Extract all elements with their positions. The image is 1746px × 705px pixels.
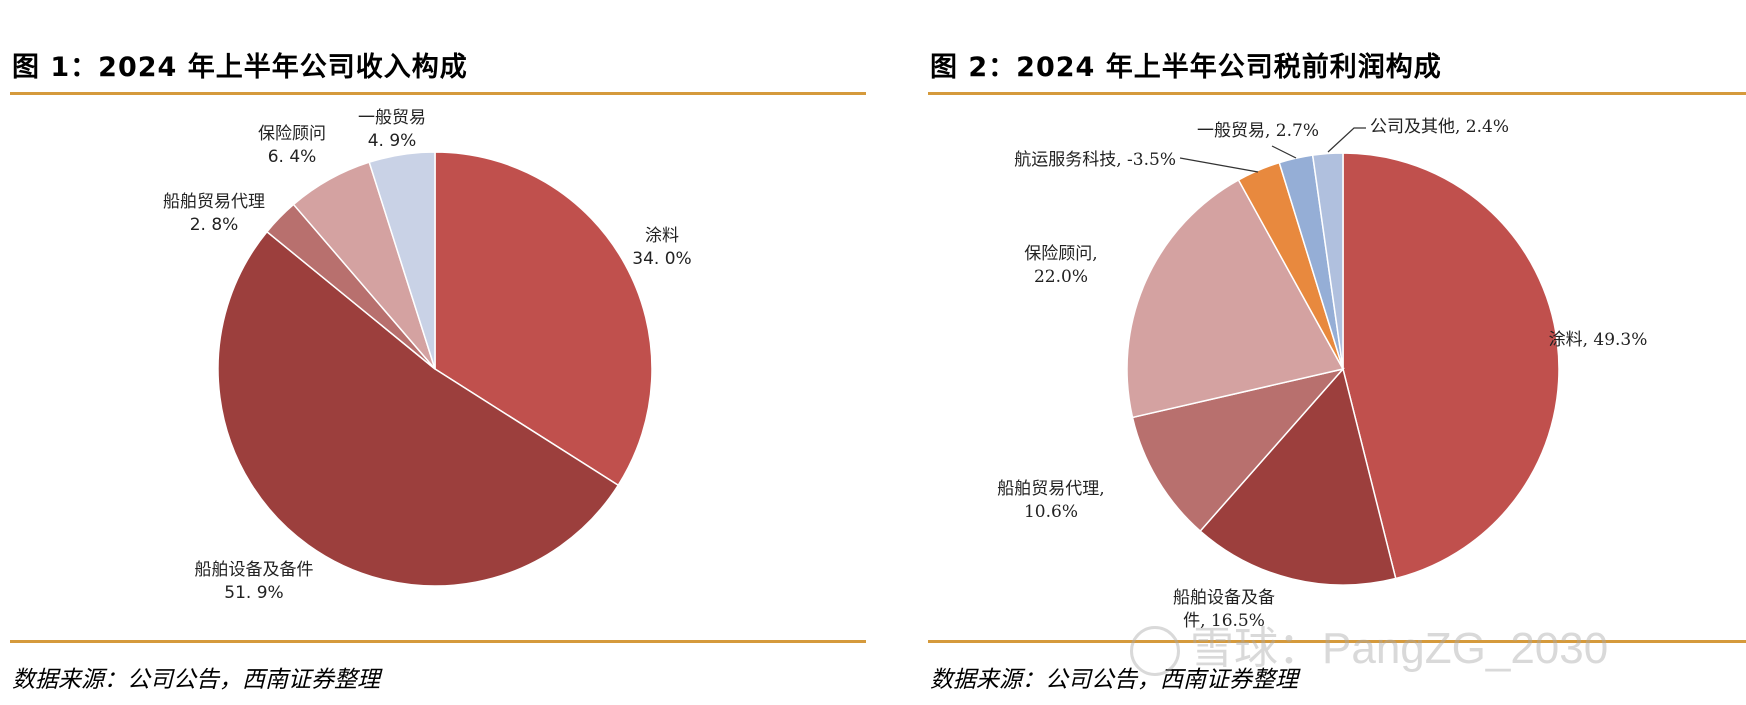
slice-label-1: 涂料, 49.3% xyxy=(1549,330,1648,350)
slice-label-3: 船舶贸易代理, xyxy=(997,479,1104,499)
source-note-2: 数据来源：公司公告，西南证券整理 xyxy=(930,667,1298,693)
right-chart-panel: 图 2：2024 年上半年公司税前利润构成 涂料, 49.3% 船舶设备及备 件, … xyxy=(918,0,1746,705)
slice-label-4-line2: 6. 4% xyxy=(268,147,317,167)
slice-label-3-line2: 2. 8% xyxy=(190,215,239,235)
pie-slice-5 xyxy=(368,151,436,370)
slice-label-1-line2: 34. 0% xyxy=(632,249,691,269)
slice-label-2: 船舶设备及备 xyxy=(1173,588,1275,608)
pie-slice-3 xyxy=(1131,367,1346,533)
slice-label-2-line2: 件, 16.5% xyxy=(1183,611,1265,631)
pie-slice-2 xyxy=(217,230,620,587)
pie-slice-1 xyxy=(1342,152,1560,580)
slice-label-7: 公司及其他, 2.4% xyxy=(1370,117,1509,137)
pie-slice-7 xyxy=(1311,152,1344,370)
snowball-logo-icon xyxy=(1130,626,1180,677)
source-divider-2 xyxy=(928,640,1746,643)
chart-title-2: 图 2：2024 年上半年公司税前利润构成 xyxy=(930,52,1442,83)
watermark-text: 雪球：PangZG_2030 xyxy=(1190,624,1609,673)
leader-line-6 xyxy=(1271,145,1297,159)
title-divider-2 xyxy=(928,92,1746,95)
leader-line-5 xyxy=(1179,157,1259,173)
slice-label-2: 船舶设备及备件 xyxy=(195,560,314,580)
pie-slice-2 xyxy=(1199,367,1397,586)
slice-label-3-line2: 10.6% xyxy=(1024,502,1078,522)
source-note-1: 数据来源：公司公告，西南证券整理 xyxy=(12,667,380,693)
profit-pie-chart: 涂料, 49.3% 船舶设备及备件, 16.5% 船舶贸易代理, 10.6% 保险顾问,… xyxy=(997,117,1648,631)
revenue-pie-chart: 涂料 34. 0% 船舶设备及备件 51. 9% 船舶贸易代理 2. 8% 保险顾问 6. 4… xyxy=(163,108,692,603)
slice-label-5: 一般贸易 xyxy=(358,108,426,128)
source-divider-1 xyxy=(10,640,866,643)
pie-slice-4 xyxy=(1126,178,1345,419)
slice-label-5-line2: 4. 9% xyxy=(368,131,417,151)
slice-label-4: 保险顾问 xyxy=(258,124,326,144)
watermark: 雪球：PangZG_2030 xyxy=(1130,612,1609,677)
left-chart-panel: 图 1：2024 年上半年公司收入构成 涂料 34. 0% 船舶设备及备件 51. 9… xyxy=(0,0,866,705)
slice-label-4: 保险顾问, xyxy=(1024,244,1097,264)
pie-slice-1 xyxy=(434,151,653,487)
slice-label-2-line2: 51. 9% xyxy=(224,583,283,603)
title-divider-1 xyxy=(10,92,866,95)
slice-label-6: 一般贸易, 2.7% xyxy=(1197,121,1319,141)
chart-title-1: 图 1：2024 年上半年公司收入构成 xyxy=(12,52,468,83)
slice-label-3: 船舶贸易代理 xyxy=(163,192,265,212)
slice-label-1: 涂料 xyxy=(645,226,679,246)
leader-line-7 xyxy=(1327,127,1366,153)
slice-label-5: 航运服务科技, -3.5% xyxy=(1014,150,1176,170)
slice-label-4-line2: 22.0% xyxy=(1034,267,1088,287)
